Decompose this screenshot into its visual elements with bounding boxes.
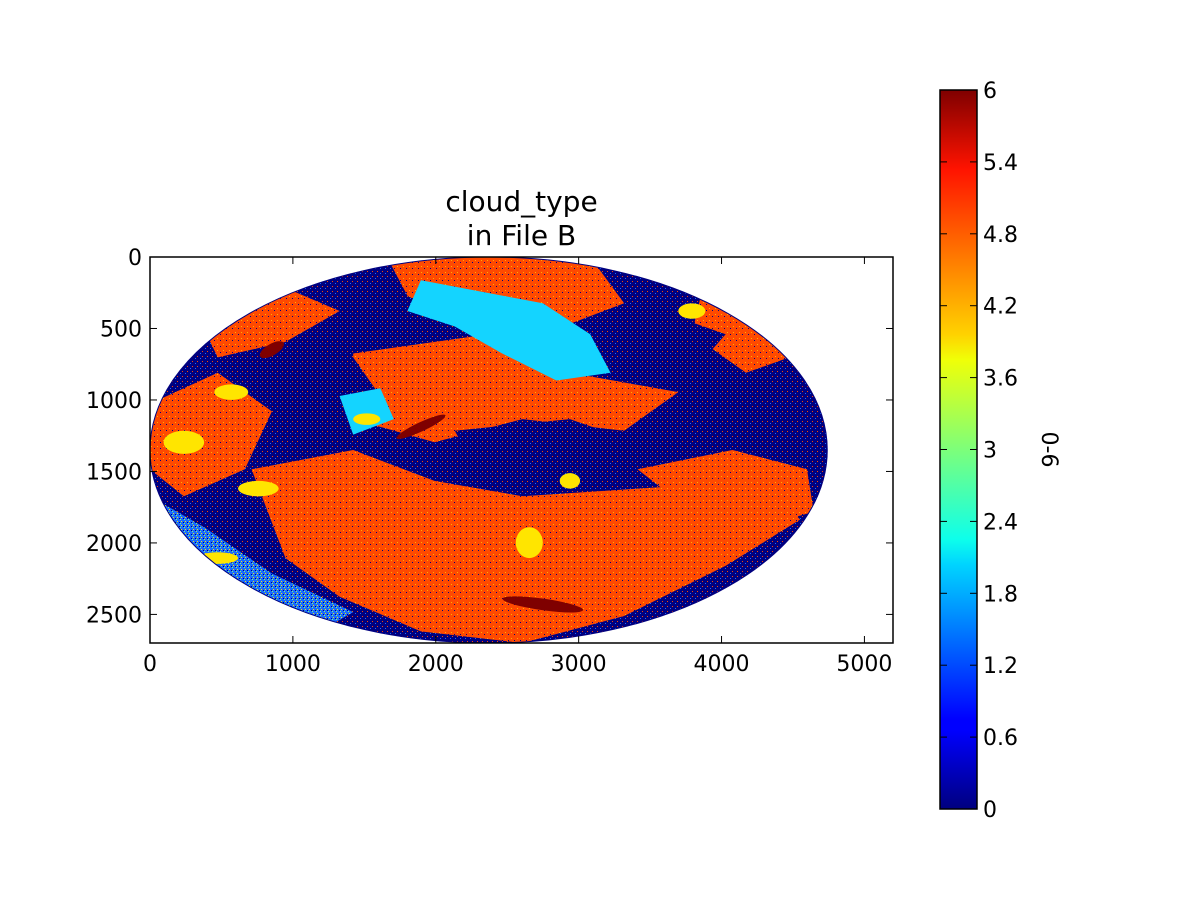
colorbar-tick-label: 4.8: [983, 223, 1018, 248]
colorbar-tick-label: 0: [983, 798, 997, 823]
x-tick-label: 5000: [836, 652, 892, 677]
region-clear-northeast: [624, 303, 726, 373]
x-tick-label: 2000: [408, 652, 464, 677]
y-tick-label: 2000: [86, 532, 142, 557]
region-cyan-equatorial: [339, 388, 394, 435]
plot-area: 0 1000 2000 3000 4000 5000 0 500 1000 1500 2000 25…: [86, 246, 894, 677]
patch-value-4-4: [238, 480, 279, 497]
colorbar-label: 0-6: [1036, 432, 1061, 468]
y-axis: 0 500 1000 1500 2000 2500: [86, 246, 893, 628]
colorbar-tick-label: 6: [983, 79, 997, 104]
patch-value-4-2: [515, 527, 543, 559]
region-cloud-southeast: [637, 450, 814, 528]
colorbar-ticks: 0 0.6 1.2 1.8 2.4 3 3.6 4.2 4.8 5.4 6: [940, 79, 1018, 823]
colorbar-tick-label: 5.4: [983, 151, 1018, 176]
region-cloud-west: [150, 372, 272, 497]
patch-value-4-3: [353, 413, 381, 425]
colorbar-tick-label: 2.4: [983, 510, 1018, 535]
cloud-type-image: [150, 257, 828, 643]
region-clear-central: [454, 419, 658, 481]
y-tick-label: 2500: [86, 603, 142, 628]
streak-value-6-0: [502, 596, 584, 613]
patch-value-4-1: [214, 384, 249, 400]
y-tick-label: 1000: [86, 389, 142, 414]
patch-value-4-6: [559, 473, 581, 489]
chart-subtitle: in File B: [467, 219, 576, 252]
patch-value-4-0: [163, 430, 205, 454]
region-cloud-equatorial: [353, 334, 679, 443]
y-tick-label: 0: [128, 246, 142, 271]
x-tick-label: 0: [143, 652, 157, 677]
colorbar-tick-label: 1.8: [983, 582, 1018, 607]
patch-value-4-5: [678, 303, 706, 319]
region-mixed-southwest: [150, 496, 354, 628]
streak-value-6-1: [396, 414, 446, 440]
colorbar-tick-label: 3: [983, 439, 997, 464]
streak-value-6-2: [259, 341, 284, 359]
colorbar-tick-label: 4.2: [983, 295, 1018, 320]
colorbar: 0 0.6 1.2 1.8 2.4 3 3.6 4.2 4.8 5.4 6 0-6: [939, 79, 1061, 823]
region-cyan-north: [407, 280, 611, 381]
colorbar-tick-label: 0.6: [983, 726, 1018, 751]
y-tick-label: 500: [100, 317, 142, 342]
x-tick-label: 1000: [265, 652, 321, 677]
plot-frame: [149, 256, 894, 644]
x-tick-label: 4000: [694, 652, 750, 677]
y-tick-label: 1500: [86, 460, 142, 485]
chart-title: cloud_type: [445, 185, 597, 218]
colorbar-tick-label: 3.6: [983, 367, 1018, 392]
x-axis: 0 1000 2000 3000 4000 5000: [143, 257, 892, 677]
colorbar-tick-label: 1.2: [983, 654, 1018, 679]
x-tick-label: 3000: [551, 652, 607, 677]
